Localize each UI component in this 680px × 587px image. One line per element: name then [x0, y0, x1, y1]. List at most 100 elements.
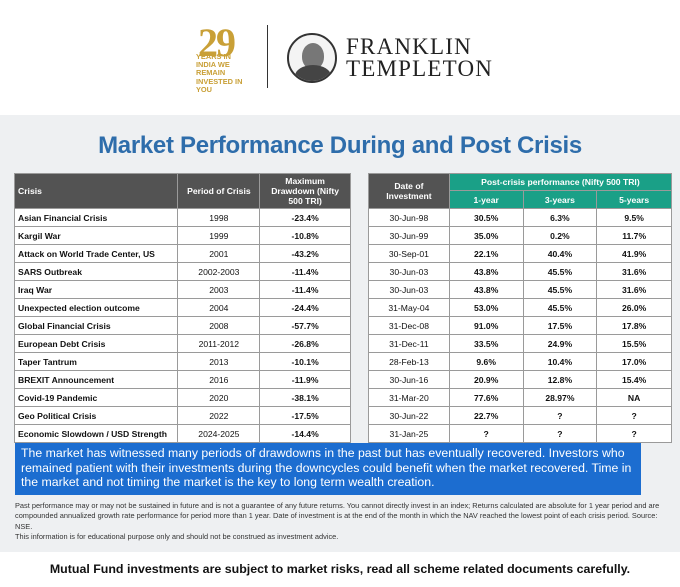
header: 29 Years in India We remain invested in …	[0, 0, 680, 115]
disclaimer-education-note: This information is for educational purp…	[15, 532, 339, 542]
return-3-years: 6.3%	[522, 208, 598, 227]
return-5-years: ?	[596, 406, 672, 425]
return-3-years: 10.4%	[522, 352, 598, 371]
investment-date: 31-Dec-11	[368, 334, 450, 353]
return-5-years: 9.5%	[596, 208, 672, 227]
crisis-name: Covid-19 Pandemic	[13, 388, 179, 407]
table-row: 30-Jun-03 43.8% 45.5% 31.6%	[368, 280, 672, 299]
crisis-period: 2004	[177, 298, 261, 317]
logo-number: 29	[198, 20, 236, 65]
table-row: Taper Tantrum 2013 -10.1%	[13, 352, 351, 371]
brand-line-1: FRANKLIN	[346, 34, 472, 59]
return-1-year: ?	[448, 424, 524, 443]
return-1-year: 22.7%	[448, 406, 524, 425]
investment-date: 31-Jan-25	[368, 424, 450, 443]
table-row: European Debt Crisis 2011-2012 -26.8%	[13, 334, 351, 353]
return-3-years: 0.2%	[522, 226, 598, 245]
max-drawdown: -11.9%	[259, 370, 351, 389]
return-3-years: 28.97%	[522, 388, 598, 407]
disclaimer: Past performance may or may not be susta…	[15, 501, 665, 543]
header-1-year: 1-year	[448, 190, 524, 209]
return-1-year: 20.9%	[448, 370, 524, 389]
header-date-of-investment: Date of Investment	[368, 173, 450, 209]
return-5-years: 11.7%	[596, 226, 672, 245]
crisis-name: SARS Outbreak	[13, 262, 179, 281]
post-crisis-table: Date of Investment Post-crisis performan…	[368, 173, 673, 443]
investment-date: 31-Mar-20	[368, 388, 450, 407]
table-row: SARS Outbreak 2002-2003 -11.4%	[13, 262, 351, 281]
crisis-period: 2008	[177, 316, 261, 335]
header-crisis: Crisis	[13, 173, 179, 209]
return-5-years: 17.0%	[596, 352, 672, 371]
portrait-coat	[295, 65, 331, 81]
crisis-period: 2024-2025	[177, 424, 261, 443]
max-drawdown: -26.8%	[259, 334, 351, 353]
table-row: 31-Dec-08 91.0% 17.5% 17.8%	[368, 316, 672, 335]
crisis-period: 1999	[177, 226, 261, 245]
investment-date: 30-Jun-03	[368, 280, 450, 299]
return-1-year: 35.0%	[448, 226, 524, 245]
return-3-years: ?	[522, 406, 598, 425]
return-1-year: 53.0%	[448, 298, 524, 317]
crisis-period: 2016	[177, 370, 261, 389]
header-drawdown: Maximum Drawdown (Nifty 500 TRI)	[259, 173, 351, 209]
crisis-period: 2003	[177, 280, 261, 299]
crisis-name: Attack on World Trade Center, US	[13, 244, 179, 263]
max-drawdown: -57.7%	[259, 316, 351, 335]
max-drawdown: -43.2%	[259, 244, 351, 263]
table-row: Global Financial Crisis 2008 -57.7%	[13, 316, 351, 335]
return-1-year: 22.1%	[448, 244, 524, 263]
risk-footer: Mutual Fund investments are subject to m…	[49, 562, 631, 576]
return-5-years: 15.4%	[596, 370, 672, 389]
header-post-crisis-performance: Post-crisis performance (Nifty 500 TRI)	[448, 173, 673, 191]
return-3-years: 40.4%	[522, 244, 598, 263]
table-row: Kargil War 1999 -10.8%	[13, 226, 351, 245]
return-1-year: 9.6%	[448, 352, 524, 371]
table-row: 30-Jun-03 43.8% 45.5% 31.6%	[368, 262, 672, 281]
return-5-years: 17.8%	[596, 316, 672, 335]
return-3-years: 45.5%	[522, 280, 598, 299]
investment-date: 31-May-04	[368, 298, 450, 317]
max-drawdown: -17.5%	[259, 406, 351, 425]
crisis-name: Kargil War	[13, 226, 179, 245]
investment-date: 28-Feb-13	[368, 352, 450, 371]
portrait-head	[302, 43, 324, 69]
crisis-name: Taper Tantrum	[13, 352, 179, 371]
max-drawdown: -10.1%	[259, 352, 351, 371]
return-3-years: 12.8%	[522, 370, 598, 389]
table-row: Covid-19 Pandemic 2020 -38.1%	[13, 388, 351, 407]
table-row: Attack on World Trade Center, US 2001 -43.…	[13, 244, 351, 263]
max-drawdown: -38.1%	[259, 388, 351, 407]
logo-divider	[267, 25, 268, 88]
max-drawdown: -11.4%	[259, 280, 351, 299]
return-5-years: NA	[596, 388, 672, 407]
return-1-year: 30.5%	[448, 208, 524, 227]
brand-line-2: TEMPLETON	[346, 56, 494, 81]
return-5-years: 26.0%	[596, 298, 672, 317]
max-drawdown: -23.4%	[259, 208, 351, 227]
return-3-years: 17.5%	[522, 316, 598, 335]
crisis-period: 2011-2012	[177, 334, 261, 353]
return-3-years: 45.5%	[522, 298, 598, 317]
return-1-year: 43.8%	[448, 262, 524, 281]
crisis-period: 2013	[177, 352, 261, 371]
table-row: 30-Jun-16 20.9% 12.8% 15.4%	[368, 370, 672, 389]
crisis-period: 2001	[177, 244, 261, 263]
table-row: Unexpected election outcome 2004 -24.4%	[13, 298, 351, 317]
table-row: Geo Political Crisis 2022 -17.5%	[13, 406, 351, 425]
crisis-name: Geo Political Crisis	[13, 406, 179, 425]
page-title: Market Performance During and Post Crisi…	[98, 132, 582, 159]
return-3-years: 24.9%	[522, 334, 598, 353]
header-3-years: 3-years	[522, 190, 598, 209]
return-5-years: 31.6%	[596, 262, 672, 281]
table-row: 31-Mar-20 77.6% 28.97% NA	[368, 388, 672, 407]
franklin-portrait-icon	[287, 33, 337, 83]
return-1-year: 91.0%	[448, 316, 524, 335]
crisis-period: 2022	[177, 406, 261, 425]
table-row: 30-Sep-01 22.1% 40.4% 41.9%	[368, 244, 672, 263]
investment-date: 30-Jun-98	[368, 208, 450, 227]
crisis-period: 1998	[177, 208, 261, 227]
return-1-year: 33.5%	[448, 334, 524, 353]
max-drawdown: -10.8%	[259, 226, 351, 245]
crisis-name: European Debt Crisis	[13, 334, 179, 353]
